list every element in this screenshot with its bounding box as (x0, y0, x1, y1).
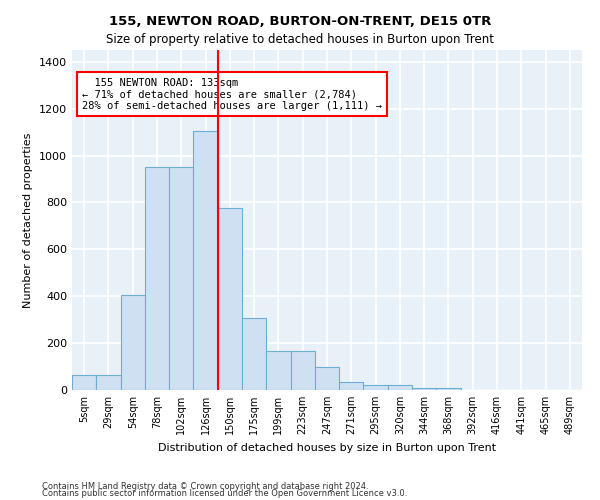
Bar (72, 375, 96, 390)
X-axis label: Distribution of detached houses by size in Burton upon Trent: Distribution of detached houses by size … (158, 442, 496, 452)
Bar (121, 295, 145, 390)
Bar (145, 167, 169, 390)
Bar (364, 386, 388, 390)
Bar (412, 388, 436, 390)
Bar (290, 352, 315, 390)
Bar (242, 318, 266, 390)
Text: 155 NEWTON ROAD: 133sqm  
← 71% of detached houses are smaller (2,784)
28% of se: 155 NEWTON ROAD: 133sqm ← 71% of detache… (82, 78, 382, 111)
Text: Size of property relative to detached houses in Burton upon Trent: Size of property relative to detached ho… (106, 32, 494, 46)
Bar (193, 131, 218, 390)
Bar (436, 388, 461, 390)
Bar (266, 352, 290, 390)
Bar (169, 167, 193, 390)
Bar (96, 375, 121, 390)
Bar (388, 386, 412, 390)
Bar (315, 366, 339, 390)
Bar (218, 208, 242, 390)
Y-axis label: Number of detached properties: Number of detached properties (23, 132, 34, 308)
Bar (339, 382, 364, 390)
Text: 155, NEWTON ROAD, BURTON-ON-TRENT, DE15 0TR: 155, NEWTON ROAD, BURTON-ON-TRENT, DE15 … (109, 15, 491, 28)
Text: Contains public sector information licensed under the Open Government Licence v3: Contains public sector information licen… (42, 489, 407, 498)
Text: Contains HM Land Registry data © Crown copyright and database right 2024.: Contains HM Land Registry data © Crown c… (42, 482, 368, 491)
